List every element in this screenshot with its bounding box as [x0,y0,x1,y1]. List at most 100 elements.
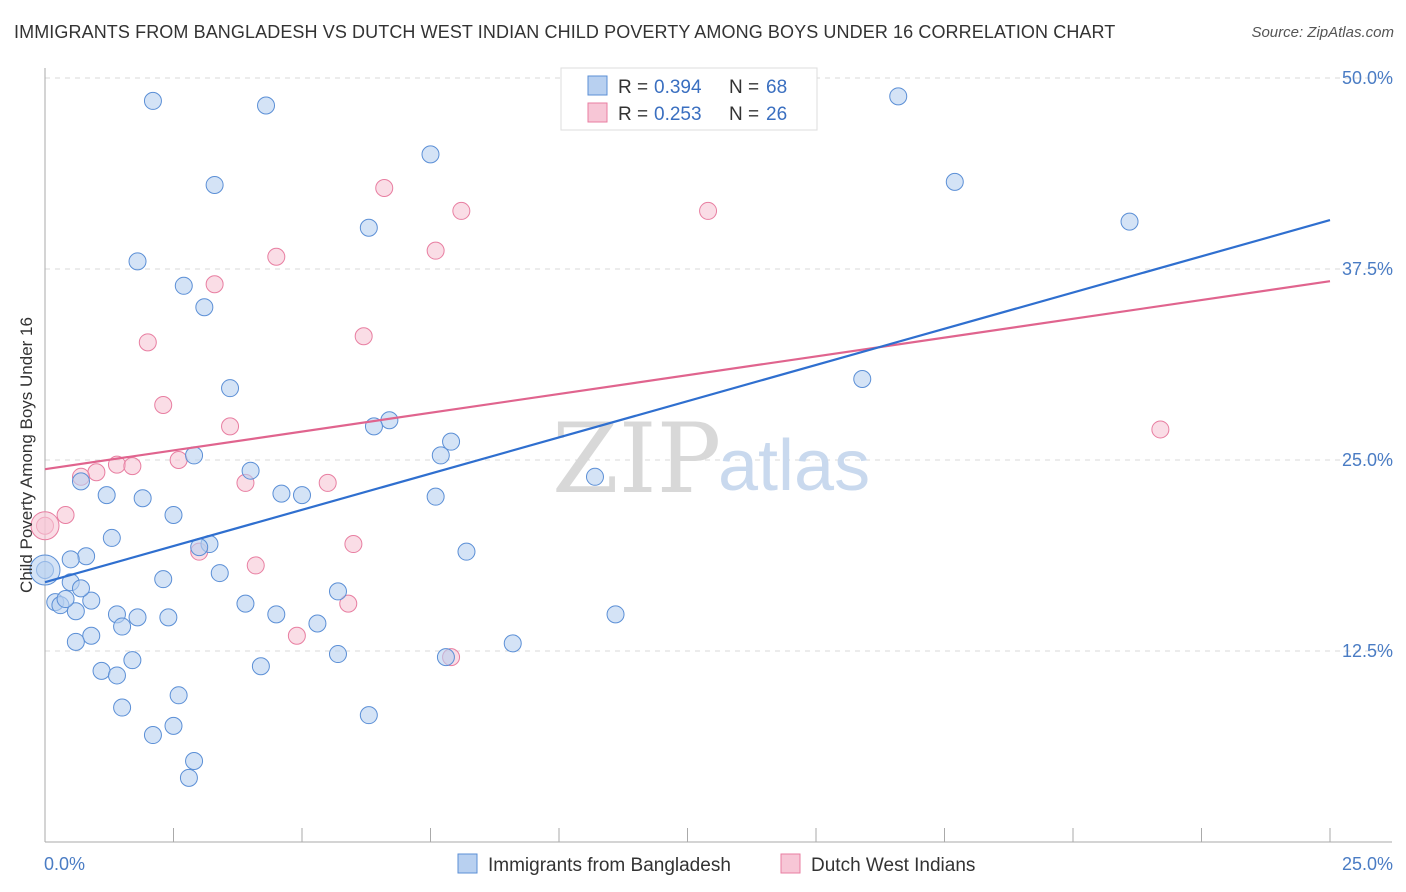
points-pink-point-4 [267,247,286,266]
points-blue-point-37 [328,582,347,601]
points-blue-point-50 [82,626,101,645]
axes [44,68,1392,843]
points-blue-point-59 [169,686,188,705]
points-blue-point-41 [236,594,255,613]
points-pink-point-11 [169,451,188,469]
trend-lines [44,219,1331,584]
points-pink-point-7 [354,327,373,346]
points-blue-point-61 [359,706,378,725]
points-blue-point-26 [164,506,183,525]
points-blue-point-66 [56,590,75,609]
y-tick-label-3: 50.0% [1342,68,1393,88]
points-blue-point-19 [241,461,260,480]
points-blue-point-15 [442,432,461,451]
points-blue-point-64 [185,752,204,771]
legend-n-label-1: N = [729,77,759,98]
points-pink-point-14 [87,463,106,482]
series-legend-swatch-pink [780,853,801,874]
points-blue-point-18 [71,472,90,491]
x-tick-label-min: 0.0% [44,854,85,874]
watermark-zip: ZIP [552,403,721,515]
points-pink-point-13 [123,457,142,476]
points-blue-point-53 [328,645,347,664]
points-pink-point-10 [1151,420,1170,439]
series-legend-label-blue: Immigrants from Bangladesh [488,855,731,876]
points-pink-point-18 [56,506,75,525]
watermark-atlas: atlas [718,426,870,506]
points-blue-point-48 [308,614,327,633]
points-pink-point-5 [205,275,224,294]
points-pink-point-22 [246,556,265,575]
points-blue-point-56 [92,661,111,680]
points-blue-point-54 [436,648,455,667]
points-blue-point-44 [128,608,147,627]
points-blue-point-25 [426,487,445,506]
series-legend-swatch-blue [457,853,478,874]
points-blue-point-23 [272,484,291,503]
points-blue-point-55 [123,651,142,670]
points-blue-point-46 [267,605,286,624]
legend-r-value-1: 0.394 [654,77,702,98]
gridlines [45,77,1392,652]
points-blue-point-52 [503,634,522,653]
trend-line-dutch-west-indians [44,280,1331,471]
x-axis-ticks [173,828,1331,842]
points-blue-point-63 [143,726,162,745]
points-pink-point-0 [375,179,394,198]
source-label: Source: ZipAtlas.com [1251,24,1394,41]
points-pink-point-2 [699,201,718,220]
points-blue-point-17 [431,446,450,465]
x-tick-label-max: 25.0% [1342,854,1393,874]
legend-r-label-1: R = [618,77,648,98]
points-pink-edge-bubble [30,511,60,541]
y-tick-label-2: 37.5% [1342,259,1393,279]
y-tick-label-1: 25.0% [1342,450,1393,470]
legend-r-value-2: 0.253 [654,104,702,125]
legend-n-value-2: 26 [766,104,787,125]
points-blue-point-8 [128,252,147,271]
legend-swatch-blue [587,75,608,96]
points-blue-point-65 [179,768,198,787]
points-blue-point-40 [82,591,101,610]
points-pink-point-17 [318,473,337,492]
points-blue-point-10 [195,298,214,317]
legend-r-label-2: R = [618,104,648,125]
points-blue-point-57 [107,666,126,685]
points-blue-point-51 [66,632,85,651]
points-blue-point-47 [606,605,625,624]
points-pink-point-1 [452,201,471,220]
points-blue-point-6 [359,218,378,237]
points-pink-point-20 [344,535,363,554]
points-blue-point-34 [154,570,173,589]
points-blue-point-67 [71,579,90,598]
points-blue-point-30 [77,547,96,566]
y-tick-labels: 12.5% 25.0% 37.5% 50.0% [1342,68,1393,661]
points-blue-point-12 [853,370,872,389]
series-immigrants-from-bangladesh [29,87,1139,787]
points-blue-point-7 [1120,212,1139,231]
points-blue-point-58 [251,657,270,676]
legend: R = 0.394 N = 68 R = 0.253 N = 26 [560,67,818,131]
series-legend: Immigrants from Bangladesh Dutch West In… [457,853,975,876]
points-blue-point-2 [889,87,908,106]
points-blue-point-22 [133,489,152,508]
points-blue-point-11 [221,379,240,398]
points-blue-point-16 [185,446,204,465]
trend-line-immigrants-from-bangladesh [44,219,1331,584]
points-blue-point-20 [585,467,604,486]
series-legend-label-pink: Dutch West Indians [811,855,975,876]
points-blue-point-42 [66,602,85,621]
points-pink-point-8 [154,395,173,414]
points-blue-point-27 [102,528,121,547]
points-blue-point-0 [143,91,162,110]
points-blue-edge-bubble [29,554,61,586]
points-blue-point-45 [159,608,178,627]
points-pink-point-24 [287,626,306,645]
points-blue-point-21 [97,486,116,505]
legend-n-value-1: 68 [766,77,787,98]
points-blue-point-9 [174,276,193,295]
points-pink-point-3 [426,241,445,260]
points-blue-point-60 [113,698,132,717]
points-blue-point-62 [164,716,183,735]
